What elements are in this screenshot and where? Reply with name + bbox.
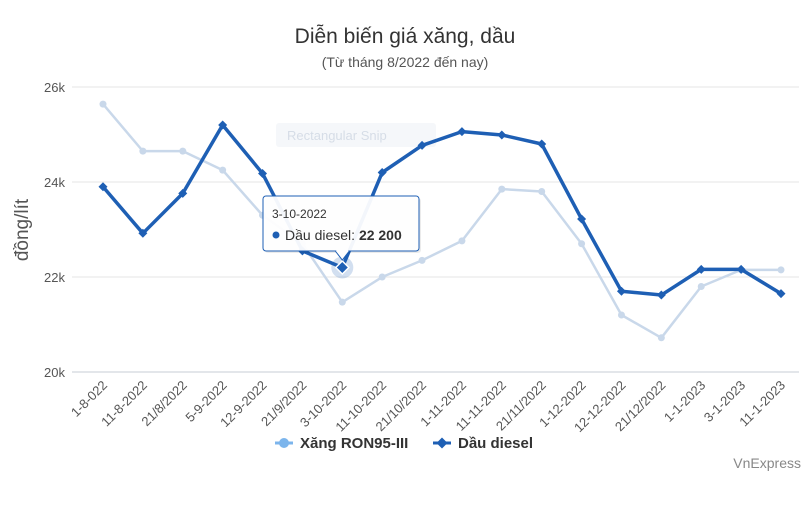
- legend-item-dau-diesel[interactable]: Dầu diesel: [433, 435, 533, 452]
- data-point[interactable]: [578, 240, 586, 248]
- data-point[interactable]: [138, 228, 148, 238]
- chart-subtitle: (Từ tháng 8/2022 đến nay): [322, 54, 489, 70]
- data-point[interactable]: [219, 166, 227, 174]
- x-tick-label: 1-1-2023: [661, 378, 708, 425]
- series-dau-diesel: [98, 120, 786, 300]
- data-point[interactable]: [139, 147, 147, 155]
- y-tick-label: 20k: [44, 365, 65, 380]
- data-point[interactable]: [617, 311, 625, 319]
- tooltip-value-text: 22 200: [359, 227, 402, 243]
- data-point[interactable]: [418, 256, 426, 264]
- data-point[interactable]: [616, 286, 626, 296]
- legend: Xăng RON95-III Dầu diesel: [275, 435, 533, 452]
- tooltip-date: 3-10-2022: [272, 207, 327, 221]
- y-axis-label: đồng/lít: [12, 198, 33, 261]
- legend-label: Xăng RON95-III: [300, 435, 408, 452]
- series-line: [102, 103, 781, 340]
- series-line: [101, 123, 782, 297]
- data-point[interactable]: [98, 182, 108, 192]
- data-point[interactable]: [99, 100, 107, 108]
- tooltip-series-name: Dầu diesel: [285, 227, 351, 243]
- data-point[interactable]: [497, 130, 507, 140]
- data-point[interactable]: [377, 168, 387, 177]
- data-point[interactable]: [696, 264, 706, 274]
- snip-overlay-text: Rectangular Snip: [287, 128, 387, 143]
- data-point[interactable]: [656, 290, 666, 300]
- data-point[interactable]: [178, 188, 188, 198]
- series-xang-ron95: [99, 100, 785, 342]
- data-point[interactable]: [378, 273, 386, 281]
- hover-point: [334, 259, 350, 276]
- data-point[interactable]: [179, 147, 187, 155]
- series-layer: [98, 100, 786, 342]
- data-point[interactable]: [777, 266, 785, 274]
- data-point[interactable]: [338, 298, 346, 306]
- gridlines: [72, 86, 799, 373]
- y-tick-labels: 20k 22k 24k 26k: [44, 80, 65, 380]
- data-point[interactable]: [457, 127, 467, 137]
- data-point[interactable]: [538, 188, 546, 195]
- legend-marker: [436, 437, 448, 449]
- data-point[interactable]: [657, 334, 665, 342]
- tooltip-bullet: [272, 231, 280, 239]
- legend-label: Dầu diesel: [458, 435, 533, 452]
- data-point[interactable]: [736, 264, 746, 274]
- data-point[interactable]: [776, 289, 786, 299]
- data-point[interactable]: [258, 168, 268, 178]
- credit-label: VnExpress: [733, 455, 801, 471]
- y-tick-label: 24k: [44, 175, 65, 190]
- data-point[interactable]: [697, 283, 705, 290]
- tooltip-value: Dầu diesel: 22 200: [285, 227, 402, 243]
- data-point[interactable]: [218, 120, 228, 130]
- tooltip: 3-10-2022 Dầu diesel: 22 200: [262, 195, 421, 279]
- chart-title: Diễn biến giá xăng, dầu: [295, 25, 516, 48]
- y-tick-label: 26k: [44, 80, 65, 95]
- legend-item-xang-ron95[interactable]: Xăng RON95-III: [275, 435, 408, 452]
- data-point[interactable]: [458, 237, 466, 245]
- x-tick-labels: 1-8-02211-8-202221/8/20225-9-202212-9-20…: [68, 378, 788, 436]
- tooltip-separator: :: [351, 227, 359, 243]
- legend-marker: [279, 438, 289, 448]
- data-point[interactable]: [417, 140, 427, 150]
- y-tick-label: 22k: [44, 270, 65, 285]
- data-point[interactable]: [537, 139, 547, 149]
- data-point[interactable]: [577, 214, 587, 224]
- data-point[interactable]: [498, 185, 506, 193]
- snip-overlay: Rectangular Snip: [276, 123, 436, 147]
